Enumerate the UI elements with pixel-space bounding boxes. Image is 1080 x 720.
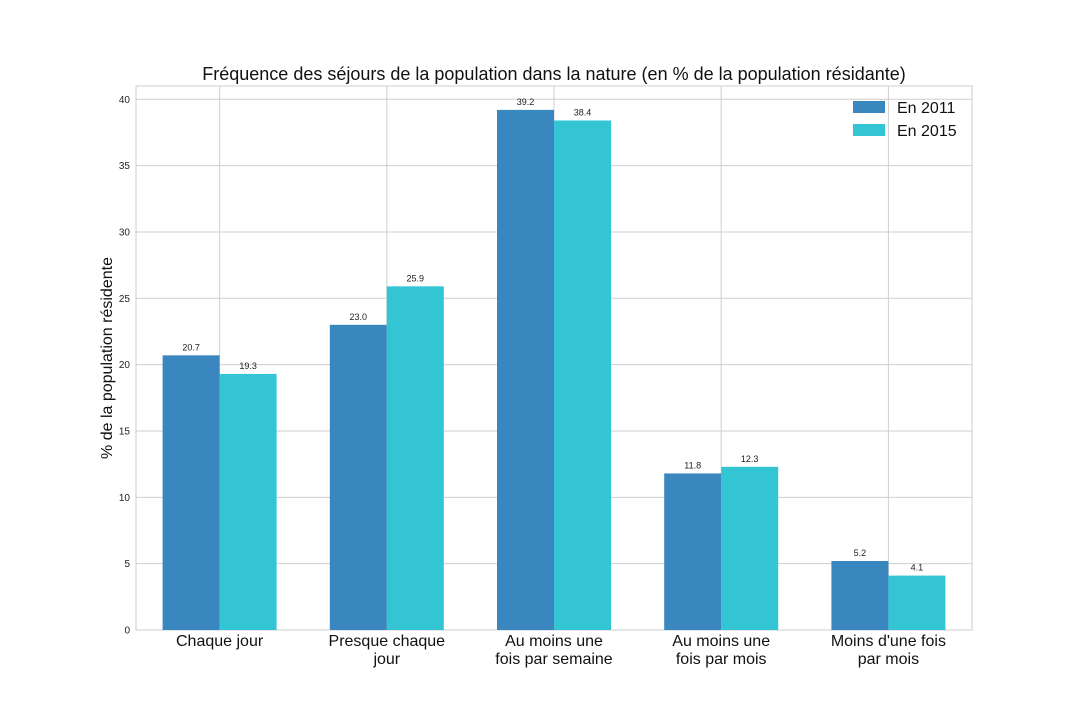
legend-swatch-2011: [853, 101, 885, 113]
data-label: 4.1: [911, 563, 924, 573]
bar-2011: [329, 324, 387, 630]
data-label: 11.8: [684, 460, 701, 470]
bar-2015: [219, 373, 277, 630]
x-tick-label: Presque chaque: [329, 633, 446, 650]
bar-2011: [497, 109, 554, 630]
data-label: 12.3: [741, 454, 759, 464]
data-label: 39.2: [517, 97, 535, 107]
y-tick-label: 15: [119, 426, 131, 437]
data-label: 25.9: [407, 273, 425, 283]
bar-2015: [554, 120, 611, 630]
y-axis-label: % de la population résidente: [99, 257, 116, 459]
y-tick-label: 35: [119, 161, 131, 172]
data-label: 5.2: [854, 548, 867, 558]
legend-label: En 2015: [897, 123, 957, 140]
x-tick-label: jour: [372, 651, 400, 668]
y-tick-label: 10: [119, 493, 131, 504]
legend-label: En 2011: [897, 100, 956, 117]
x-tick-label: Au moins une: [505, 633, 603, 650]
y-tick-label: 0: [124, 626, 130, 637]
y-tick-label: 25: [119, 294, 131, 305]
legend-swatch-2015: [853, 124, 885, 136]
data-label: 23.0: [350, 312, 368, 322]
bar-2015: [888, 575, 946, 630]
x-tick-label: fois par mois: [676, 651, 767, 668]
y-tick-label: 5: [124, 559, 130, 570]
x-tick-label: Moins d'une fois: [831, 633, 946, 650]
bar-2011: [664, 473, 722, 630]
chart-title: Fréquence des séjours de la population d…: [202, 64, 905, 84]
bar-2011: [162, 355, 220, 630]
bar-2015: [721, 466, 779, 630]
y-tick-label: 20: [119, 360, 131, 371]
x-tick-label: Chaque jour: [176, 633, 264, 650]
y-tick-label: 30: [119, 227, 131, 238]
bar-2015: [386, 286, 444, 630]
x-tick-label: par mois: [858, 651, 919, 668]
x-tick-label: Au moins une: [672, 633, 770, 650]
y-tick-label: 40: [119, 95, 131, 106]
data-label: 19.3: [239, 361, 257, 371]
x-tick-label: fois par semaine: [495, 651, 612, 668]
data-label: 38.4: [574, 107, 592, 117]
data-label: 20.7: [182, 342, 200, 352]
bar-2011: [831, 561, 889, 630]
